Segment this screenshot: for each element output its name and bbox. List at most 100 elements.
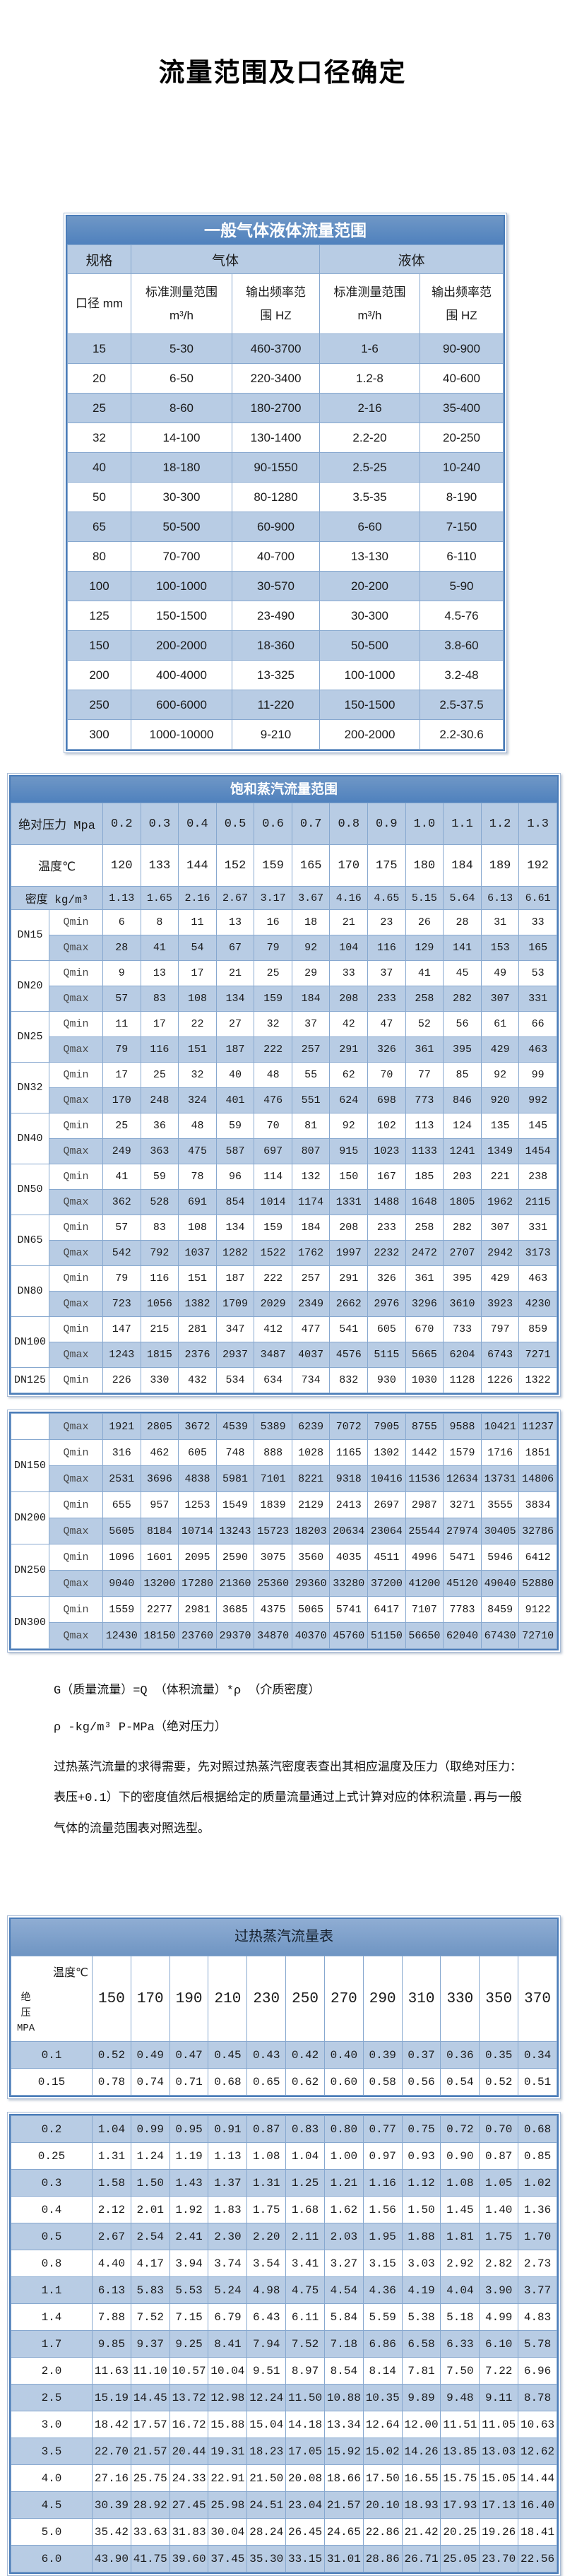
data-cell: 1.65 <box>140 886 179 910</box>
data-cell: 362 <box>102 1189 141 1215</box>
data-cell: 4.17 <box>130 2250 170 2278</box>
data-cell: 67430 <box>480 1622 520 1649</box>
data-cell: 200-2000 <box>319 719 421 750</box>
data-cell: 3.90 <box>479 2276 519 2305</box>
data-cell: 957 <box>140 1491 179 1518</box>
data-cell: 9122 <box>518 1596 557 1623</box>
row-label: 32 <box>67 423 131 453</box>
data-cell: 2.67 <box>215 886 255 910</box>
data-cell: 10-240 <box>420 452 504 483</box>
data-cell: 1-6 <box>319 333 421 364</box>
data-cell: 2662 <box>329 1291 369 1317</box>
data-cell: 8.54 <box>323 2357 364 2385</box>
data-cell: 37.45 <box>208 2545 248 2573</box>
data-cell: 31 <box>480 909 520 935</box>
data-cell: 1.04 <box>92 2115 131 2144</box>
row-label: 温度℃ <box>11 844 103 887</box>
row-sublabel: Qmax <box>49 1342 103 1368</box>
data-cell: 147 <box>102 1316 141 1342</box>
row-label: 5.0 <box>11 2518 93 2546</box>
data-cell: 1282 <box>215 1240 255 1266</box>
data-cell: 1037 <box>178 1240 217 1266</box>
data-cell: 104 <box>329 935 369 961</box>
data-cell: 167 <box>367 1164 406 1190</box>
data-cell: 79 <box>102 1036 141 1063</box>
data-cell: 4.98 <box>246 2276 287 2305</box>
data-cell: 10714 <box>178 1518 217 1544</box>
mass-flow-formula: G（质量流量）=Q （体积流量）*ρ （介质密度） <box>54 1684 321 1698</box>
data-cell: 2.5-37.5 <box>420 690 504 720</box>
data-cell: 23 <box>367 909 406 935</box>
data-cell: 6.10 <box>479 2330 519 2358</box>
row-sublabel: Qmax <box>49 1138 103 1164</box>
data-cell: 50-500 <box>319 630 421 661</box>
table-row: 20 6-50 220-3400 1.2-8 40-600 <box>67 363 504 394</box>
data-cell: 4.19 <box>401 2276 441 2305</box>
data-cell: 51150 <box>367 1622 406 1649</box>
table-row: Qmax 1243 1815 2376 2937 3487 4037 4576 5115 5665… <box>11 1342 557 1368</box>
row-sublabel: Qmin <box>49 1113 103 1139</box>
data-cell: 0.72 <box>440 2115 480 2144</box>
data-cell: 3487 <box>254 1342 292 1368</box>
row-sublabel: Qmin <box>49 1596 103 1623</box>
data-cell: 187 <box>215 1036 255 1063</box>
data-cell: 2-16 <box>319 393 421 423</box>
data-cell: 1.40 <box>479 2196 519 2224</box>
general-flow-table-title: 一般气体液体流量范围 <box>67 216 504 244</box>
row-label: DN80 <box>11 1265 49 1317</box>
data-cell: 1028 <box>291 1439 331 1466</box>
data-cell: 401 <box>215 1087 255 1113</box>
data-cell: 1331 <box>329 1189 369 1215</box>
data-cell: 135 <box>480 1113 520 1139</box>
superheated-steam-block2-body: 0.2 1.04 0.99 0.95 0.91 0.87 0.83 0.80 0.77 0.75 0… <box>11 2115 557 2573</box>
data-cell: 475 <box>178 1138 217 1164</box>
table-row: 300 1000-10000 9-210 200-2000 2.2-30.6 <box>67 719 504 750</box>
table-row: 0.4 2.12 2.01 1.92 1.83 1.75 1.68 1.62 1.56 1.50 1… <box>11 2196 557 2224</box>
data-cell: 324 <box>178 1087 217 1113</box>
data-cell: 1.25 <box>285 2169 325 2197</box>
data-cell: 1253 <box>178 1491 217 1518</box>
data-cell: 150-1500 <box>319 690 421 720</box>
data-cell: 0.51 <box>518 2068 557 2096</box>
data-cell: 23.04 <box>285 2491 325 2519</box>
data-cell: 476 <box>254 1087 292 1113</box>
data-cell: 5946 <box>480 1544 520 1571</box>
data-cell: 7.94 <box>246 2330 287 2358</box>
data-cell: 184 <box>291 1215 331 1241</box>
data-cell: 28 <box>102 935 141 961</box>
data-cell: 0.37 <box>401 2041 441 2069</box>
data-cell: 3.5-35 <box>319 482 421 512</box>
data-cell: 12.00 <box>401 2411 441 2439</box>
data-cell: 6.43 <box>246 2303 287 2332</box>
data-cell: 1.31 <box>92 2142 131 2170</box>
data-cell: 0.62 <box>285 2068 325 2096</box>
data-cell: 0.56 <box>401 2068 441 2096</box>
data-cell: 6239 <box>291 1413 331 1440</box>
row-label: DN32 <box>11 1062 49 1113</box>
data-cell: 1.58 <box>92 2169 131 2197</box>
table-row: DN125 Qmin 226 330 432 534 634 734 832 930 1030 112… <box>11 1367 557 1393</box>
data-cell: 180-2700 <box>231 393 321 423</box>
data-cell: 1056 <box>140 1291 179 1317</box>
data-cell: 7.52 <box>130 2303 170 2332</box>
row-sublabel: Qmax <box>49 1189 103 1215</box>
data-cell: 3.17 <box>254 886 292 910</box>
data-cell: 16.72 <box>169 2411 209 2439</box>
data-cell: 20.44 <box>169 2438 209 2466</box>
data-cell: 233 <box>367 1215 406 1241</box>
data-cell: 5665 <box>405 1342 444 1368</box>
data-cell: 78 <box>178 1164 217 1190</box>
data-cell: 0.6 <box>254 803 292 845</box>
data-cell: 165 <box>518 935 557 961</box>
data-cell: 25.05 <box>440 2545 480 2573</box>
data-cell: 1241 <box>443 1138 482 1164</box>
data-cell: 21 <box>329 909 369 935</box>
data-cell: 4576 <box>329 1342 369 1368</box>
data-cell: 4.40 <box>92 2250 131 2278</box>
data-cell: 0.65 <box>246 2068 287 2096</box>
data-cell: 85 <box>443 1062 482 1088</box>
table-row: 4.0 27.16 25.75 24.33 22.91 21.50 20.08 18.66 17… <box>11 2464 557 2493</box>
data-cell: 59 <box>140 1164 179 1190</box>
data-cell: 3672 <box>178 1413 217 1440</box>
data-cell: 50-500 <box>131 512 232 542</box>
